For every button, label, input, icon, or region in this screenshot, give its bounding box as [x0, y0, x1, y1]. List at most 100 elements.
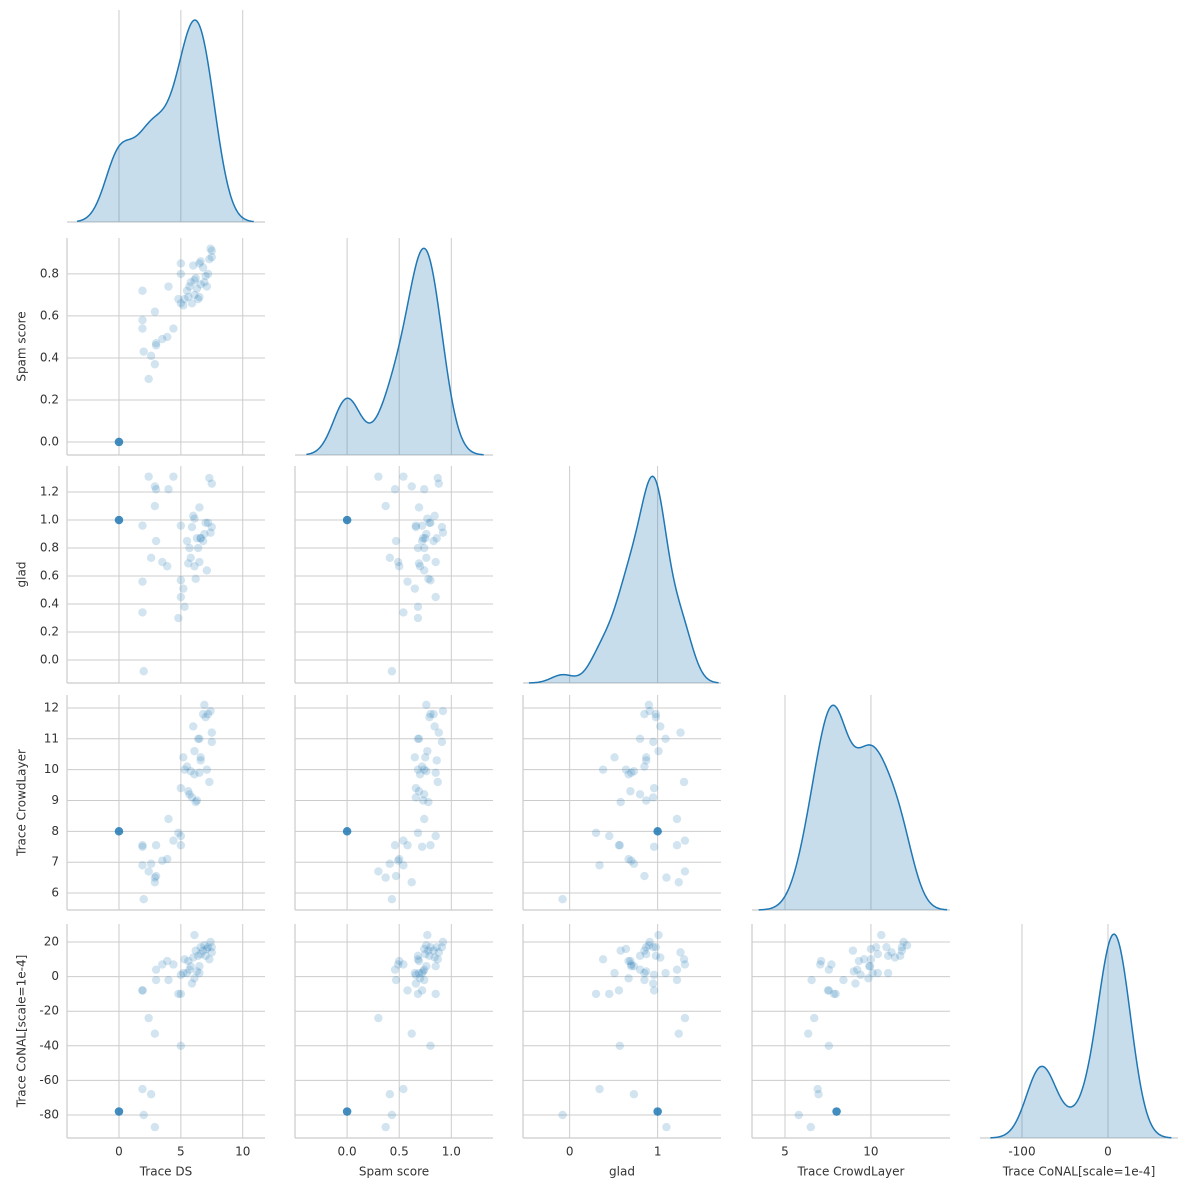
scatter-point [642, 753, 651, 762]
scatter-point [201, 951, 210, 961]
scatter-point [653, 1107, 662, 1116]
scatter-point [832, 1107, 841, 1116]
scatter-point [144, 374, 153, 384]
scatter-point [824, 965, 834, 974]
scatter-point [198, 263, 208, 272]
x-tick-label: 5 [177, 1145, 185, 1159]
scatter-point [164, 975, 173, 985]
scatter-point [164, 814, 173, 824]
scatter-point [198, 536, 208, 546]
scatter-point [680, 1013, 690, 1023]
scatter-point [138, 841, 147, 850]
scatter-point [645, 706, 654, 716]
y-tick-label: 0 [51, 969, 59, 983]
scatter-point [395, 956, 404, 966]
scatter-point [426, 1041, 435, 1050]
scatter-point [662, 873, 671, 882]
scatter-point [387, 1110, 397, 1120]
scatter-point [413, 828, 423, 838]
scatter-point [432, 534, 441, 543]
scatter-point [420, 965, 429, 974]
y-tick-label: 0.0 [40, 653, 59, 667]
scatter-point [187, 979, 197, 988]
scatter-point [827, 960, 836, 969]
scatter-point [114, 515, 124, 525]
scatter-point [114, 515, 124, 525]
scatter-point [399, 472, 408, 481]
scatter-point [629, 962, 639, 971]
scatter-point [653, 1107, 662, 1116]
scatter-point [342, 827, 352, 836]
scatter-point [610, 968, 619, 978]
scatter-point [642, 796, 651, 805]
scatter-point [644, 941, 654, 950]
scatter-point [114, 437, 124, 447]
y-tick-label: 7 [51, 855, 59, 869]
scatter-point [196, 753, 205, 762]
scatter-point [200, 700, 209, 710]
scatter-point [393, 557, 403, 567]
scatter-point [164, 282, 173, 291]
scatter-point [425, 713, 434, 722]
scatter-point [627, 962, 636, 971]
scatter-point [176, 592, 186, 602]
scatter-point [661, 734, 670, 744]
scatter-point [114, 437, 124, 447]
scatter-point [203, 518, 213, 528]
scatter-point [195, 962, 204, 971]
scatter-point [653, 827, 662, 836]
scatter-point [391, 536, 401, 546]
scatter-point [203, 942, 213, 952]
x-tick-label: 0 [115, 1145, 123, 1159]
scatter-point [150, 873, 160, 882]
scatter-point [629, 766, 639, 776]
scatter-point [114, 1107, 124, 1116]
scatter-point [651, 942, 661, 952]
scatter-point [424, 574, 433, 584]
scatter-point [139, 347, 148, 356]
scatter-point [832, 1107, 841, 1116]
scatter-point [179, 753, 188, 762]
scatter-point [649, 970, 659, 980]
scatter-point [381, 1122, 390, 1132]
scatter-point [653, 1107, 662, 1116]
scatter-point [431, 557, 440, 567]
scatter-point [342, 515, 352, 525]
scatter-point [624, 854, 633, 864]
scatter-point [146, 1090, 156, 1099]
scatter-point [189, 261, 198, 270]
scatter-point [418, 967, 428, 976]
scatter-point [420, 765, 429, 774]
scatter-point [189, 511, 198, 521]
y-axis-label: glad [15, 562, 29, 588]
scatter-point [342, 827, 352, 836]
scatter-point [114, 1107, 124, 1116]
scatter-point [138, 324, 147, 333]
y-tick-label: 11 [44, 731, 59, 745]
scatter-point [403, 986, 412, 995]
scatter-point [151, 339, 161, 348]
scatter-point [823, 986, 833, 995]
scatter-point [437, 522, 447, 532]
scatter-point [674, 878, 683, 887]
scatter-point [150, 307, 160, 316]
scatter-point [403, 577, 412, 586]
scatter-point [158, 960, 167, 969]
scatter-point [399, 861, 408, 870]
scatter-point [195, 292, 204, 302]
scatter-point [413, 613, 423, 623]
scatter-point [873, 968, 883, 978]
scatter-point [591, 828, 601, 838]
scatter-point [614, 841, 624, 850]
scatter-point [635, 951, 645, 961]
scatter-point [207, 737, 216, 747]
scatter-point [374, 472, 383, 481]
scatter-point [651, 713, 661, 722]
scatter-point [413, 989, 423, 999]
scatter-point [203, 269, 213, 279]
scatter-point [672, 841, 682, 850]
scatter-point [626, 956, 635, 966]
scatter-point [191, 797, 200, 807]
scatter-point [151, 341, 161, 350]
